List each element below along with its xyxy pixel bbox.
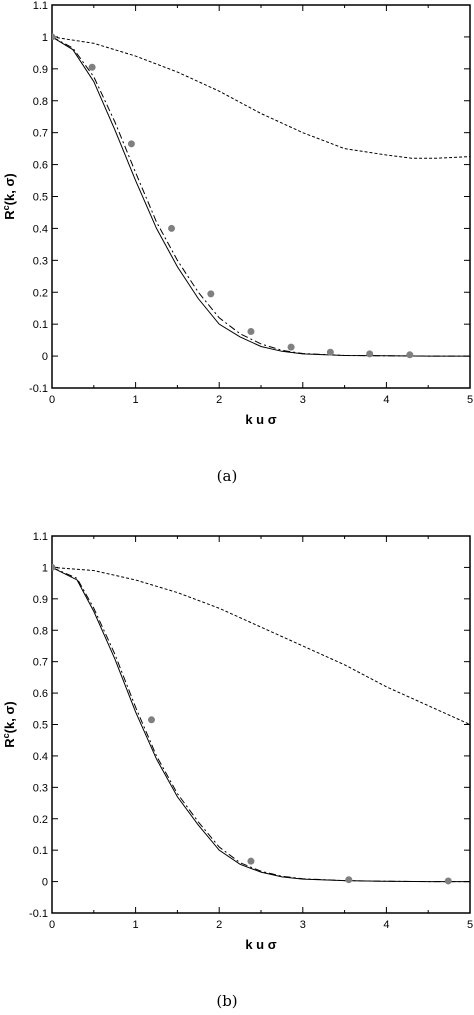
y-tick-label: 0.6 [33,160,48,172]
series-line-dashed [52,36,470,159]
data-point [52,563,56,571]
y-tick-label: 1 [42,562,48,574]
data-point [52,33,56,41]
y-tick-label: 0.1 [33,319,48,331]
data-point [247,328,255,336]
y-axis-label: Rc(k, σ) [1,173,17,219]
data-point [366,350,374,358]
x-tick-label: 0 [49,919,55,931]
y-tick-label: 0.3 [33,782,48,794]
x-tick-label: 1 [133,919,139,931]
data-point [326,348,334,356]
data-point [247,857,255,865]
x-tick-label: 4 [383,919,389,931]
data-point [127,140,135,148]
y-tick-label: 1.1 [33,0,48,12]
y-tick-label: 0.2 [33,814,48,826]
y-tick-label: 1 [42,32,48,44]
y-tick-label: 0.2 [33,287,48,299]
y-tick-label: 0.4 [33,751,48,763]
y-tick-label: 0.7 [33,128,48,140]
y-tick-label: 0.1 [33,845,48,857]
x-axis-label: k u σ [245,412,276,427]
y-tick-label: 0.5 [33,720,48,732]
x-tick-label: 2 [216,394,222,406]
x-tick-label: 3 [300,394,306,406]
y-tick-label: 0 [42,351,48,363]
data-point [88,63,96,71]
series-line-dashdot [52,36,470,357]
x-tick-label: 3 [300,919,306,931]
y-tick-label: 0.5 [33,192,48,204]
data-point [147,716,155,724]
x-tick-label: 0 [49,394,55,406]
plot-frame [51,4,471,389]
series-line-dashed [52,566,470,725]
figure-caption: (a) [217,467,238,485]
plot-frame [51,535,471,914]
x-tick-label: 4 [383,394,389,406]
x-axis-label: k u σ [245,937,276,952]
y-tick-label: 1.1 [33,531,48,543]
y-tick-label: 0.9 [33,594,48,606]
data-point [406,351,414,359]
y-axis-label: Rc(k, σ) [1,701,17,747]
y-tick-label: 0 [42,877,48,889]
y-tick-label: -0.1 [29,383,48,395]
y-tick-label: 0.8 [33,625,48,637]
y-tick-label: 0.3 [33,255,48,267]
data-point [207,290,215,298]
x-tick-label: 5 [467,394,473,406]
y-tick-label: -0.1 [29,908,48,920]
x-tick-label: 2 [216,919,222,931]
y-tick-label: 0.8 [33,96,48,108]
data-point [444,877,452,885]
chart-b: 0 1 2 3 4 5-0.100.10.20.30.40.50.60.70.80.911… [1,531,473,1010]
y-tick-label: 0.4 [33,223,48,235]
y-tick-label: 0.6 [33,688,48,700]
chart-a: 0 1 2 3 4 5-0.100.10.20.30.40.50.60.70.80.911… [1,0,473,485]
x-tick-label: 5 [467,919,473,931]
data-point [287,343,295,351]
y-tick-label: 0.9 [33,64,48,76]
data-point [345,876,353,884]
data-point [168,224,176,232]
x-tick-label: 1 [133,394,139,406]
series-line-dashdot [52,566,470,883]
series-line-solid [52,36,470,357]
series-line-solid [52,566,470,883]
figure-caption: (b) [216,992,237,1010]
y-tick-label: 0.7 [33,657,48,669]
